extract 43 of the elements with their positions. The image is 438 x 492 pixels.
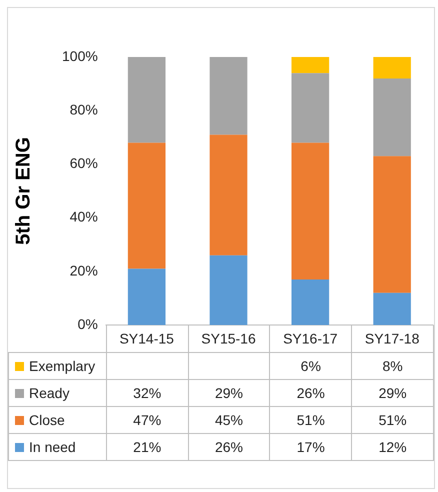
data-label: 21% [106,433,188,460]
x-tick-label: SY14-15 [119,330,174,346]
x-tick-label: SY15-16 [201,330,256,346]
bar [291,57,330,74]
y-tick-label: 40% [70,208,98,225]
bar [210,255,248,325]
data-label: 32% [106,379,188,406]
legend-label: In need [8,433,106,460]
bar [210,57,248,135]
x-tick-label: SY16-17 [283,330,338,346]
data-label: 51% [270,406,352,433]
bar [128,268,166,325]
bar [373,292,411,325]
data-label: 8% [352,352,434,379]
data-label: 6% [270,352,352,379]
bar [373,57,411,78]
bar [291,142,330,280]
legend-label: Exemplary [8,352,106,379]
data-label: 47% [106,406,188,433]
data-label: 26% [188,433,270,460]
y-tick-label: 100% [62,48,98,64]
data-label: 45% [188,406,270,433]
y-axis-title: 5th Gr ENG [12,137,35,245]
y-tick-label: 20% [70,262,98,278]
bar [128,57,166,143]
y-tick-label: 80% [70,101,98,118]
data-label: 12% [352,433,434,460]
bar [373,156,411,293]
bar [128,142,166,269]
data-label: 26% [270,379,352,406]
bar [291,279,330,325]
data-label: 17% [270,433,352,460]
bar [291,73,330,143]
data-label: 29% [352,379,434,406]
bar [373,78,411,156]
data-label: 29% [188,379,270,406]
y-tick-label: 0% [78,316,98,332]
data-label: 51% [352,406,434,433]
bar [210,134,248,256]
legend-label: Close [8,406,106,433]
legend-label: Ready [8,379,106,406]
y-tick-label: 60% [70,155,98,172]
x-tick-label: SY17-18 [364,330,420,346]
